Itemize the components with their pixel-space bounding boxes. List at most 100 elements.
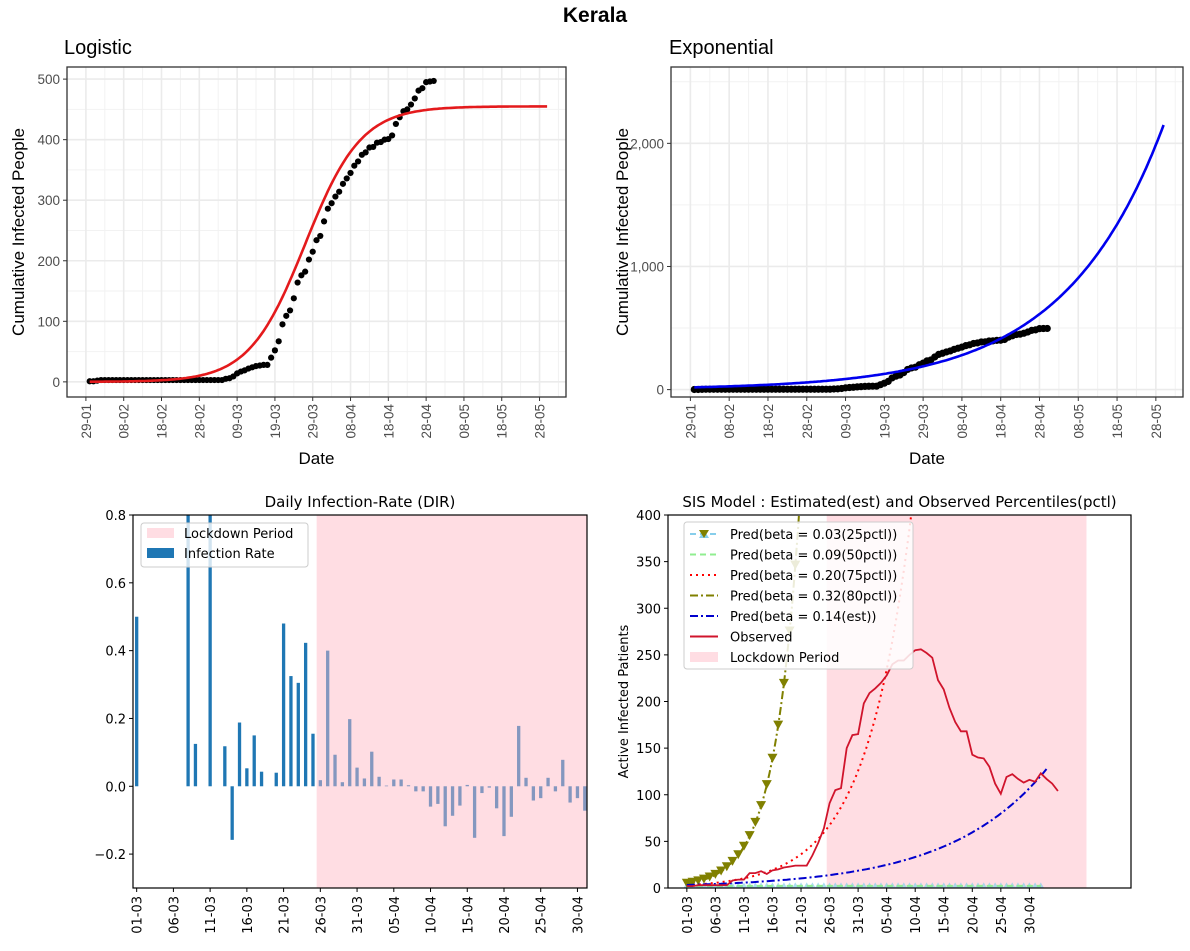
y-tick-label: 100 <box>636 789 661 804</box>
x-tick-label: 18-05 <box>495 404 510 439</box>
x-tick-label: 26-03 <box>824 896 839 934</box>
x-tick-label: 09-03 <box>230 404 245 439</box>
x-tick-label: 20-04 <box>966 896 981 934</box>
x-tick-label: 18-02 <box>761 404 776 439</box>
data-point <box>411 95 418 102</box>
x-tick-label: 28-05 <box>1149 404 1164 439</box>
series-observed <box>686 648 1059 887</box>
x-tick-label: 10-04 <box>909 896 924 934</box>
x-tick-label: 29-01 <box>683 404 698 439</box>
x-tick-label: 30-04 <box>571 896 586 934</box>
triangle-down-marker <box>710 869 721 879</box>
infection-rate-bar <box>252 735 256 787</box>
triangle-down-marker <box>687 877 698 887</box>
infection-rate-bar <box>370 751 374 787</box>
series-line <box>686 768 1048 886</box>
y-tick-label: 50 <box>644 835 661 850</box>
y-axis-label: Cumulative Infected People <box>9 128 28 336</box>
infection-rate-bar <box>428 786 433 807</box>
x-tick-label: 11-03 <box>204 896 219 934</box>
infection-rate-bar <box>362 778 367 787</box>
triangle-down-marker <box>778 678 789 688</box>
infection-rate-bar <box>348 719 352 787</box>
chart-title: Logistic <box>64 37 132 59</box>
x-tick-label: 30-04 <box>1023 896 1038 934</box>
data-point <box>313 237 320 244</box>
data-point <box>317 232 324 240</box>
data-point <box>305 256 313 263</box>
triangle-down-marker <box>750 817 761 827</box>
data-point <box>362 149 369 156</box>
y-tick-label: 0 <box>653 882 661 897</box>
data-point <box>430 77 437 85</box>
y-tick-label: 200 <box>37 254 60 269</box>
legend-label: Observed <box>730 631 793 646</box>
y-tick-label: 0.4 <box>105 645 126 660</box>
x-tick-label: 19-03 <box>268 404 283 439</box>
legend-label: Pred(beta = 0.03(25pctl)) <box>730 528 897 543</box>
triangle-down-marker <box>716 866 727 876</box>
sis-chart: 0 50 100 150 200 250 300 350 400 01-03 06-03 11-03 1… <box>617 478 1132 934</box>
triangle-down-marker <box>738 841 749 851</box>
x-axis-label: Date <box>299 449 335 468</box>
data-point <box>302 268 309 275</box>
infection-rate-bar <box>303 642 308 787</box>
legend-label: Lockdown Period <box>730 651 839 666</box>
infection-rate-bar <box>539 786 543 799</box>
x-tick-label: 29-03 <box>916 404 931 439</box>
data-point <box>343 175 350 182</box>
legend-frame <box>140 522 309 568</box>
infection-rate-bar <box>480 786 484 794</box>
infection-rate-bar <box>465 784 469 787</box>
infection-rate-bar <box>186 515 190 787</box>
series-line <box>686 648 1059 887</box>
data-point <box>339 180 347 187</box>
data-point <box>283 312 290 319</box>
triangle-up-marker <box>991 882 999 888</box>
exponential-chart: Exponential 0 1,000 2,000 29-01 08-02 18-02 28-… <box>613 37 1184 468</box>
x-tick-label: 28-04 <box>419 404 434 439</box>
triangle-down-marker <box>744 831 755 841</box>
y-tick-label: 0.0 <box>105 780 126 795</box>
infection-rate-bar <box>561 759 565 787</box>
y-tick-label: 500 <box>37 72 60 87</box>
infection-rate-bar <box>487 786 491 788</box>
infection-rate-bar <box>472 786 477 838</box>
data-point <box>294 279 301 286</box>
legend-label: Lockdown Period <box>184 527 293 542</box>
infection-rate-bar <box>355 767 359 787</box>
y-tick-label: 0.6 <box>105 577 126 592</box>
dir-chart: −0.2 0.0 0.2 0.4 0.6 0.8 01-03 06-03 11-03 16-03 2… <box>94 493 588 934</box>
data-point <box>389 132 396 139</box>
y-tick-label: 300 <box>636 602 661 617</box>
x-tick-label: 20-04 <box>498 896 513 934</box>
x-tick-label: 18-04 <box>994 404 1009 439</box>
triangle-up-marker <box>1031 882 1039 888</box>
legend-label: Pred(beta = 0.32(80pctl)) <box>730 590 897 605</box>
legend-swatch-lockdown <box>147 528 174 538</box>
data-point <box>1043 324 1051 333</box>
x-tick-label: 25-04 <box>995 896 1010 934</box>
infection-rate-bar <box>193 743 198 787</box>
figure-title: Kerala <box>562 4 628 27</box>
y-tick-label: 400 <box>636 509 661 524</box>
x-tick-label: 08-02 <box>117 404 132 439</box>
infection-rate-bar <box>421 786 425 792</box>
legend-label: Pred(beta = 0.20(75pctl)) <box>730 569 897 584</box>
legend-frame <box>683 521 914 670</box>
x-tick-label: 31-03 <box>852 896 867 934</box>
data-point <box>336 188 343 195</box>
x-tick-label: 21-03 <box>278 896 293 934</box>
infection-rate-bar <box>208 515 212 787</box>
data-point <box>328 200 335 207</box>
y-tick-label: 0 <box>656 383 664 398</box>
y-tick-label: 0 <box>52 375 60 390</box>
x-tick-label: 08-05 <box>1071 404 1086 439</box>
infection-rate-bar <box>450 786 455 816</box>
x-tick-label: 08-04 <box>344 404 359 439</box>
x-tick-label: 10-04 <box>425 896 440 934</box>
triangle-down-marker <box>796 478 806 487</box>
infection-rate-bar <box>568 786 572 803</box>
data-point <box>354 158 362 165</box>
triangle-down-marker <box>756 801 767 811</box>
